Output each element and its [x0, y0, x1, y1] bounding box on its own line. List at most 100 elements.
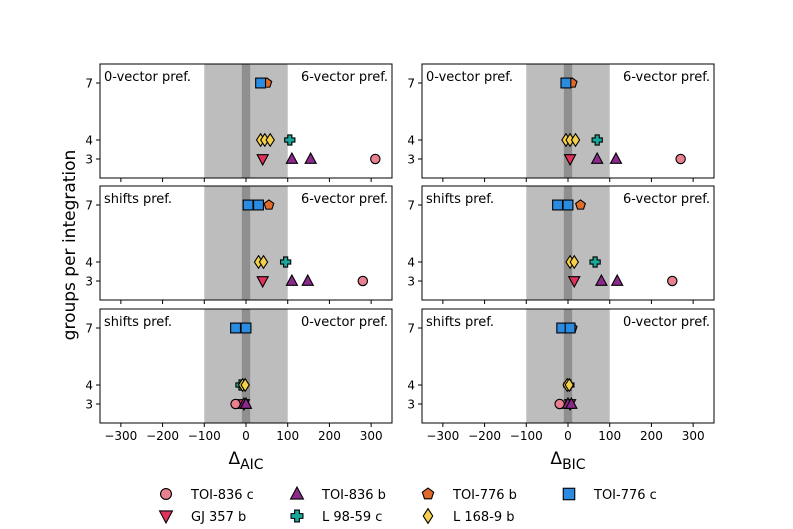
- legend-marker-pentagon: [421, 487, 435, 500]
- data-point-triangle-up: [239, 396, 253, 409]
- data-point-triangle-up: [590, 151, 604, 164]
- shaded-region-inner: [563, 309, 573, 423]
- panel-left-label: shifts pref.: [426, 315, 494, 330]
- legend-label: TOI-836 c: [190, 488, 254, 503]
- legend-item: TOI-836 c: [159, 487, 254, 503]
- x-tick-label: 0: [242, 429, 250, 443]
- data-point-circle: [357, 275, 369, 287]
- legend-marker-circle: [159, 487, 173, 501]
- data-point-plus: [591, 134, 603, 146]
- y-tick-label: 7: [407, 322, 415, 336]
- legend-marker-triangle-down: [158, 510, 174, 525]
- legend-item: TOI-776 c: [562, 487, 657, 503]
- y-tick-label: 7: [85, 77, 93, 91]
- data-point-triangle-up: [304, 151, 318, 164]
- panel-right-label: 6-vector pref.: [301, 192, 388, 207]
- legend-label: GJ 357 b: [191, 510, 246, 525]
- panel-left-label: 0-vector pref.: [104, 70, 191, 85]
- data-point-plus: [284, 134, 296, 146]
- panel-r2-c0: 3 4 7 −300 −200 −100 0 100 200 300 shifts pref. 0-v…: [85, 308, 393, 443]
- x-tick-label: 200: [318, 429, 341, 443]
- data-point-pentagon: [263, 199, 275, 210]
- panel-right-label: 0-vector pref.: [301, 315, 388, 330]
- data-point-triangle-up: [301, 273, 315, 286]
- data-point-triangle-up: [594, 273, 608, 286]
- x-tick-label: 200: [640, 429, 663, 443]
- legend-item: L 98-59 c: [290, 509, 382, 525]
- y-tick-label: 3: [407, 398, 415, 412]
- y-tick-label: 3: [407, 275, 415, 289]
- x-axis-title-sub: AIC: [240, 457, 264, 473]
- x-tick-label: −200: [468, 429, 501, 443]
- panel-left-label: shifts pref.: [104, 315, 172, 330]
- legend-label: TOI-836 b: [321, 488, 386, 503]
- data-point-circle: [370, 153, 381, 165]
- legend-item: GJ 357 b: [158, 510, 246, 525]
- panel-right-label: 6-vector pref.: [623, 70, 710, 85]
- panel-r0-c1: 3 4 7 0-vector pref. 6-vector pref.: [407, 63, 715, 182]
- x-tick-label: −200: [146, 429, 179, 443]
- y-tick-label: 7: [407, 77, 415, 91]
- panel-r2-c1: 3 4 7 −300 −200 −100 0 100 200 300 shifts pref. 0-v…: [407, 308, 715, 443]
- shaded-region-inner: [241, 64, 251, 178]
- legend-marker-plus: [290, 509, 304, 523]
- data-point-triangle-up: [285, 151, 299, 164]
- shaded-region-inner: [241, 186, 251, 300]
- data-point-pentagon: [575, 199, 587, 210]
- y-tick-label: 3: [85, 275, 93, 289]
- data-point-square: [230, 322, 242, 334]
- data-point-plus: [279, 256, 292, 268]
- legend-marker-diamond: [422, 507, 434, 525]
- y-tick-label: 4: [407, 379, 415, 393]
- data-point-diamond: [265, 132, 275, 148]
- data-point-triangle-down: [256, 276, 270, 289]
- x-axis-title-main: Δ: [550, 449, 562, 469]
- legend-marker-square: [562, 487, 576, 501]
- y-tick-label: 7: [85, 199, 93, 213]
- data-point-triangle-up: [564, 396, 578, 409]
- y-tick-label: 4: [85, 134, 93, 148]
- data-point-diamond: [564, 377, 574, 393]
- axis-titles-group: groups per integration ΔAIC ΔBIC: [60, 150, 586, 473]
- data-point-diamond: [570, 132, 581, 148]
- legend-label: TOI-776 c: [593, 488, 657, 503]
- data-point-diamond: [569, 254, 579, 270]
- x-tick-label: 300: [360, 429, 383, 443]
- panel-r1-c1: 3 4 7 shifts pref. 6-vector pref.: [407, 185, 715, 304]
- x-axis-title: ΔAIC: [228, 449, 263, 473]
- x-tick-label: 100: [598, 429, 621, 443]
- data-point-triangle-up: [610, 273, 624, 286]
- y-tick-label: 3: [407, 153, 415, 167]
- x-axis-title-main: Δ: [228, 449, 240, 469]
- x-tick-label: −300: [426, 429, 459, 443]
- x-tick-label: −300: [104, 429, 137, 443]
- y-tick-label: 7: [85, 322, 93, 336]
- data-point-triangle-down: [563, 154, 577, 167]
- data-point-square: [562, 199, 574, 211]
- y-tick-label: 4: [85, 256, 93, 270]
- data-point-diamond: [258, 254, 269, 270]
- data-point-circle: [675, 153, 686, 165]
- data-point-square: [240, 322, 252, 334]
- y-axis-title: groups per integration: [60, 150, 80, 341]
- data-point-circle: [667, 275, 678, 287]
- data-point-square: [253, 199, 264, 211]
- legend-label: L 168-9 b: [453, 510, 515, 525]
- legend-label: L 98-59 c: [322, 510, 382, 525]
- shaded-region-inner: [563, 186, 573, 300]
- data-point-square: [552, 199, 564, 211]
- data-point-square: [255, 77, 267, 89]
- x-tick-label: 100: [276, 429, 299, 443]
- legend-marker-triangle-up: [289, 485, 305, 500]
- panel-left-label: 0-vector pref.: [426, 70, 513, 85]
- data-point-plus: [589, 256, 601, 268]
- x-tick-label: 0: [564, 429, 572, 443]
- legend-item: L 168-9 b: [422, 507, 515, 525]
- panel-right-label: 6-vector pref.: [301, 70, 388, 85]
- data-point-triangle-down: [567, 276, 581, 289]
- shaded-region-inner: [241, 309, 251, 423]
- legend-item: TOI-776 b: [421, 487, 517, 503]
- shaded-region-inner: [563, 64, 573, 178]
